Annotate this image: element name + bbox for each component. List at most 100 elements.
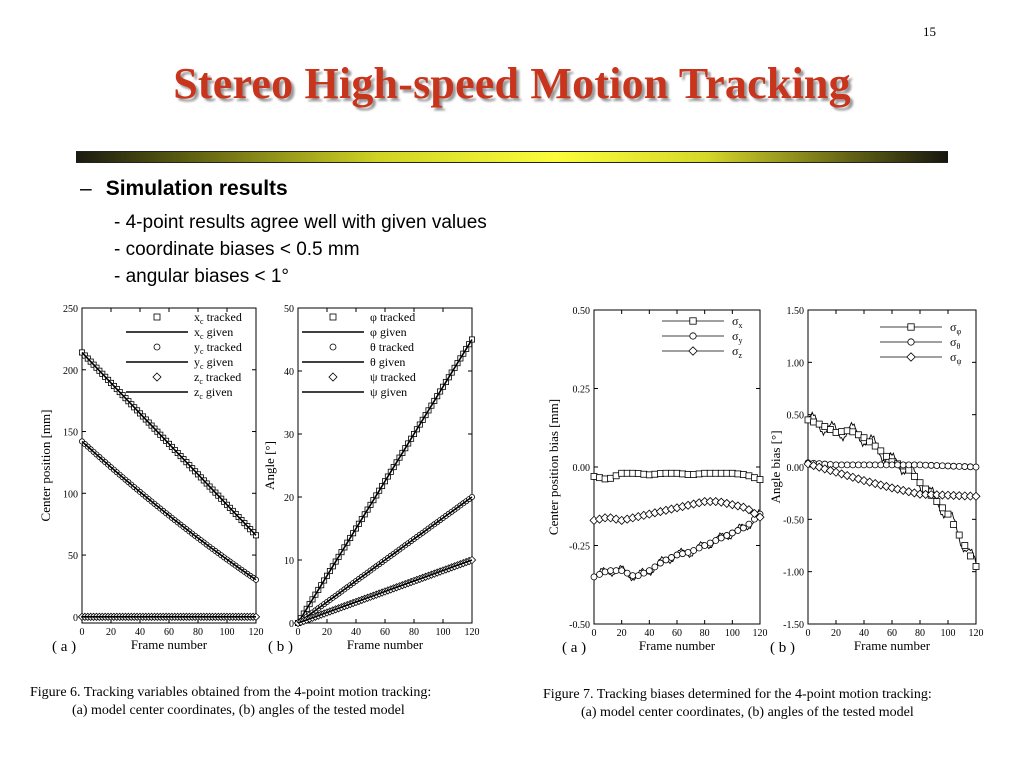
y-tick-label: -0.50 <box>783 515 804 526</box>
data-point <box>668 469 675 477</box>
slide-title: Stereo High-speed Motion Tracking <box>173 59 851 108</box>
x-axis-title: Frame number <box>347 637 424 652</box>
plot-series <box>803 411 981 570</box>
y-tick-label: -0.25 <box>569 542 590 553</box>
y-tick-label: 0 <box>73 613 78 624</box>
data-point <box>629 469 637 477</box>
data-point <box>927 461 935 469</box>
data-point <box>899 461 907 469</box>
x-axis-title: Frame number <box>854 638 931 653</box>
data-point <box>712 537 720 544</box>
legend-label-subscript: z <box>738 351 742 360</box>
y-tick-label: 40 <box>284 367 294 378</box>
data-point <box>961 463 969 470</box>
sub-point: - coordinate biases < 0.5 mm <box>114 239 360 260</box>
data-point <box>910 473 918 480</box>
y-tick-label: 50 <box>68 551 78 562</box>
legend-label-suffix: given <box>376 355 406 369</box>
x-tick-label: 40 <box>351 627 361 638</box>
data-point <box>673 469 681 477</box>
figure-7-caption: Figure 7. Tracking biases determined for… <box>543 686 932 722</box>
caption-line: (a) model center coordinates, (b) angles… <box>72 703 405 718</box>
data-point <box>717 469 725 477</box>
legend-marker <box>907 323 915 331</box>
legend-label: σz <box>732 344 742 360</box>
y-tick-label: 150 <box>63 428 78 439</box>
y-tick-label: 0.00 <box>787 463 805 474</box>
data-point <box>723 469 731 477</box>
figure-6a-chart: 0 20 40 60 80 100 120 0 50 100 150 200 250 Frame numb… <box>38 304 264 655</box>
legend-marker <box>689 332 697 340</box>
legend-label-subscript: φ <box>956 327 961 336</box>
data-point <box>252 532 259 539</box>
legend-label-symbol: σ <box>732 344 739 358</box>
figure-6b-chart: 0 20 40 60 80 100 120 0 10 20 30 40 50 Frame number An… <box>262 304 480 655</box>
legend-marker <box>329 343 337 351</box>
data-point <box>618 469 626 477</box>
legend-label-suffix: tracked <box>204 340 242 354</box>
y-axis-title: Center position [mm] <box>38 410 53 522</box>
legend-marker <box>328 372 338 382</box>
title-divider <box>76 151 948 163</box>
figure-6-caption: Figure 6. Tracking variables obtained fr… <box>30 684 431 720</box>
bullet-dash: – <box>80 177 92 200</box>
y-tick-label: 0.25 <box>573 385 591 396</box>
y-tick-label: 10 <box>284 556 294 567</box>
data-point <box>843 427 851 435</box>
data-point <box>871 442 879 450</box>
data-point <box>590 473 598 480</box>
legend-label: θ tracked <box>370 340 414 354</box>
data-point <box>668 554 675 561</box>
data-point <box>601 475 609 483</box>
data-point <box>623 469 631 477</box>
data-point <box>634 572 642 580</box>
y-tick-label: 20 <box>284 493 294 504</box>
data-point <box>810 418 817 426</box>
y-tick-label: -1.50 <box>783 620 804 631</box>
y-tick-label: 250 <box>63 304 78 315</box>
legend-label: ψ given <box>370 385 407 399</box>
legend-label-symbol: x <box>194 325 200 339</box>
data-point <box>607 567 614 575</box>
panel-label: ( a ) <box>52 639 76 655</box>
data-point <box>916 479 924 487</box>
legend-marker <box>153 313 161 321</box>
data-point <box>706 539 714 547</box>
legend-label-suffix: tracked <box>204 310 242 324</box>
y-tick-label: 0.50 <box>573 306 591 317</box>
x-tick-label: 100 <box>436 627 451 638</box>
data-point <box>751 474 758 482</box>
legend-label-subscript: c <box>199 377 203 386</box>
sub-point: - angular biases < 1° <box>114 266 290 287</box>
legend-label-symbol: ψ <box>370 370 378 384</box>
data-point <box>739 524 747 532</box>
x-tick-label: 60 <box>380 627 390 638</box>
data-point <box>706 469 714 477</box>
legend-label-subscript: c <box>200 362 204 371</box>
data-point <box>690 471 698 478</box>
legend-label: σx <box>732 314 742 330</box>
data-point <box>723 532 731 539</box>
data-point <box>711 496 721 507</box>
x-tick-label: 0 <box>296 627 301 638</box>
legend-label: yc given <box>194 355 233 371</box>
data-point <box>673 551 681 559</box>
y-tick-label: 1.50 <box>787 306 805 317</box>
data-point <box>657 470 664 477</box>
data-point <box>950 521 958 528</box>
data-point <box>744 505 754 515</box>
data-point <box>950 462 958 470</box>
data-point <box>651 563 659 571</box>
data-point <box>596 570 603 578</box>
data-point <box>938 504 946 512</box>
x-tick-label: 40 <box>859 628 869 639</box>
data-point <box>695 544 703 552</box>
data-point <box>966 463 974 471</box>
data-point <box>651 470 659 478</box>
data-point <box>679 550 686 558</box>
x-tick-label: 100 <box>725 628 740 639</box>
y-tick-label: 0.50 <box>787 411 805 422</box>
legend-label-symbol: ψ <box>370 385 378 399</box>
data-point <box>645 567 653 575</box>
legend-label-symbol: σ <box>950 320 957 334</box>
